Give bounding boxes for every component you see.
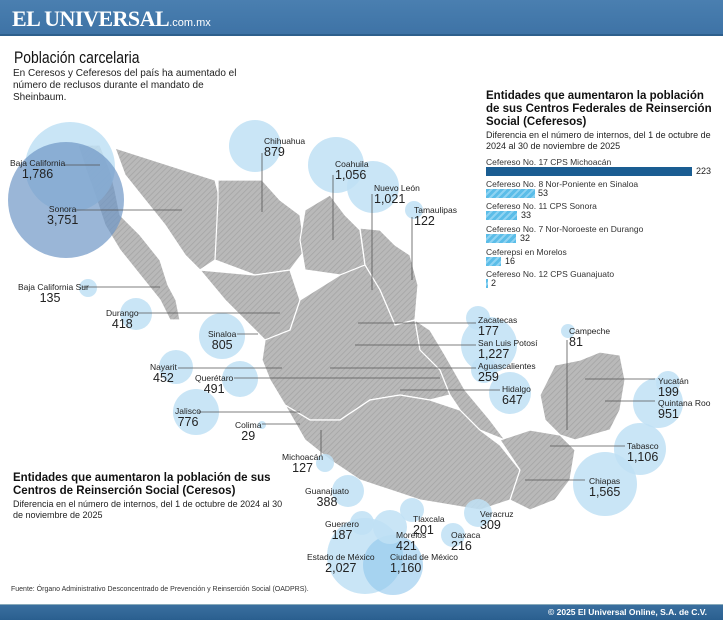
mexico-map — [8, 120, 683, 595]
label-ciudad-de-mexico: Ciudad de México 1,160 — [390, 552, 459, 575]
footer-bar: © 2025 El Universal Online, S.A. de C.V. — [0, 604, 723, 620]
label-sonora: Sonora 3,751 — [47, 204, 79, 227]
label-quintana-roo: Quintana Roo 951 — [658, 398, 711, 421]
bar — [486, 257, 501, 266]
ceresos-subtitle: Diferencia en el número de internos, del… — [13, 499, 283, 520]
source-note: Fuente: Órgano Administrativo Desconcent… — [11, 586, 309, 593]
label-durango: Durango 418 — [106, 308, 139, 331]
bar-row: Cefereso No. 7 Nor-Noroeste en Durango 3… — [486, 224, 644, 243]
bar-row: Cefereso No. 17 CPS Michoacán 223 — [486, 157, 712, 176]
label-jalisco: Jalisco 776 — [175, 406, 201, 429]
bar-row: Cefereso No. 11 CPS Sonora 33 — [486, 201, 597, 220]
label-chiapas: Chiapas 1,565 — [589, 476, 621, 499]
label-coahuila: Coahuila 1,056 — [335, 159, 369, 182]
label-queretaro: Querétaro 491 — [195, 373, 234, 396]
page-subtitle: En Ceresos y Ceferesos del país ha aumen… — [13, 68, 237, 103]
bar-row: Cefereso No. 8 Nor-Poniente en Sinaloa 5… — [486, 179, 639, 198]
brand-logo[interactable]: EL UNIVERSAL.com.mx — [12, 6, 211, 32]
label-campeche: Campeche 81 — [569, 326, 611, 349]
label-tlaxcala: Tlaxcala 201 — [413, 514, 445, 537]
leader-lines — [64, 153, 655, 481]
bar-row: Cefereso No. 12 CPS Guanajuato 2 — [486, 269, 615, 288]
brand-domain: .com.mx — [169, 17, 211, 29]
label-michoacan: Michoacán 127 — [282, 452, 324, 475]
bar — [486, 234, 516, 243]
label-baja-california: Baja California 1,786 — [10, 158, 66, 181]
label-san-luis-potosi: San Luis Potosí 1,227 — [478, 338, 538, 361]
label-nuevo-leon: Nuevo León 1,021 — [374, 183, 420, 206]
map-landmass — [77, 144, 626, 511]
page-title: Población carcelaria — [14, 48, 140, 67]
label-hidalgo: Hidalgo 647 — [502, 384, 531, 407]
label-estado-de-mexico: Estado de México 2,027 — [307, 552, 375, 575]
ceferesos-title: Entidades que aumentaron la población de… — [486, 90, 712, 128]
label-sinaloa: Sinaloa 805 — [208, 329, 237, 352]
bar — [486, 279, 488, 288]
label-oaxaca: Oaxaca 216 — [451, 530, 481, 553]
bar-row: Ceferepsi en Morelos 16 — [486, 247, 567, 266]
bar — [486, 211, 517, 220]
label-tabasco: Tabasco 1,106 — [627, 441, 659, 464]
ceresos-title: Entidades que aumentaron la población de… — [13, 472, 271, 497]
bar — [486, 189, 535, 198]
bar — [486, 167, 692, 176]
label-colima: Colima 29 — [235, 420, 262, 443]
ceferesos-subtitle: Diferencia en el número de internos, del… — [486, 130, 711, 151]
label-guerrero: Guerrero 187 — [325, 519, 360, 542]
header-bar: EL UNIVERSAL.com.mx — [0, 0, 723, 36]
copyright: © 2025 El Universal Online, S.A. de C.V. — [547, 607, 707, 617]
brand-name: EL UNIVERSAL — [12, 6, 170, 31]
label-tamaulipas: Tamaulipas 122 — [414, 205, 457, 228]
label-aguascalientes: Aguascalientes 259 — [478, 361, 536, 384]
label-yucatan: Yucatán 199 — [658, 376, 689, 399]
label-baja-california-sur: Baja California Sur 135 — [18, 282, 89, 305]
label-veracruz: Veracruz 309 — [480, 509, 514, 532]
label-morelos: Morelos 421 — [396, 530, 427, 553]
label-nayarit: Nayarit 452 — [150, 362, 177, 385]
label-zacatecas: Zacatecas 177 — [478, 315, 518, 338]
bubbles — [8, 120, 683, 595]
label-chihuahua: Chihuahua 879 — [264, 136, 306, 159]
label-guanajuato: Guanajuato 388 — [305, 486, 349, 509]
